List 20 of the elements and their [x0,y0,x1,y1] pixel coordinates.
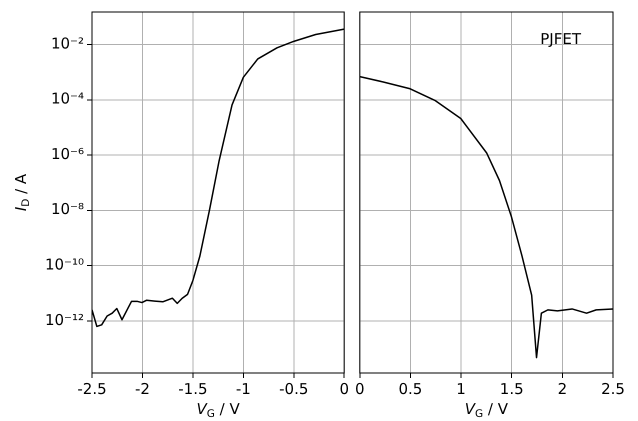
x-tick-label: 2 [558,380,568,398]
x-tick-label: -2 [134,380,150,398]
x-tick-label: 2.5 [601,380,625,398]
y-tick-label: 10⁻⁶ [50,144,84,163]
y-axis-title: ID / A [12,173,32,212]
x-tick-label: 1.5 [500,380,524,398]
y-tick-label: 10⁻² [50,34,84,52]
x-tick-label: 0.5 [398,380,422,398]
x-tick-label: -2.5 [77,380,107,398]
y-tick-label: 10⁻⁴ [50,90,84,108]
x-tick-label: -1 [236,380,251,398]
x-tick-label: -0.5 [279,380,308,398]
x-tick-label: 1 [456,380,466,398]
x-tick-label: 0 [339,380,349,398]
x-tick-label: -1.5 [178,380,208,398]
x-tick-label: 0 [355,380,365,398]
annotation: PJFET [540,30,582,48]
y-tick-label: 10⁻¹² [44,310,84,329]
y-tick-label: 10⁻⁸ [50,200,84,218]
y-tick-label: 10⁻¹⁰ [44,255,84,274]
